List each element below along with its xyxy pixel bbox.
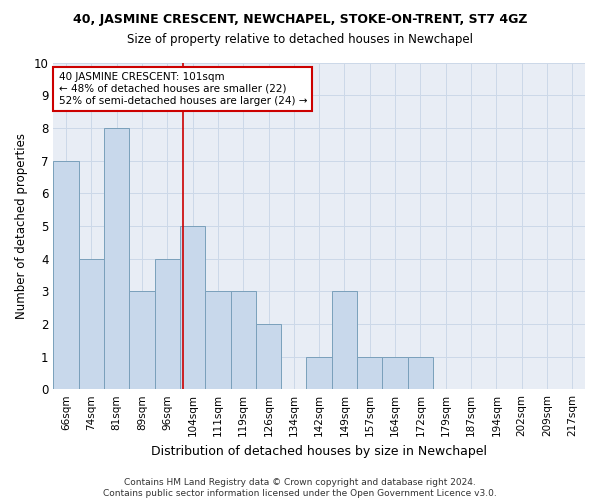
Bar (129, 291, 155, 389)
Bar (79, 258, 104, 389)
Bar (382, 356, 408, 389)
Bar (104, 128, 129, 389)
Text: Size of property relative to detached houses in Newchapel: Size of property relative to detached ho… (127, 32, 473, 46)
Bar (357, 356, 382, 389)
Bar (408, 356, 433, 389)
Y-axis label: Number of detached properties: Number of detached properties (15, 133, 28, 319)
Bar (307, 356, 332, 389)
Bar (205, 291, 230, 389)
Bar (155, 258, 180, 389)
Bar (180, 226, 205, 389)
Bar (256, 324, 281, 389)
Bar (53, 160, 79, 389)
Bar (332, 291, 357, 389)
Text: 40, JASMINE CRESCENT, NEWCHAPEL, STOKE-ON-TRENT, ST7 4GZ: 40, JASMINE CRESCENT, NEWCHAPEL, STOKE-O… (73, 12, 527, 26)
Text: 40 JASMINE CRESCENT: 101sqm
← 48% of detached houses are smaller (22)
52% of sem: 40 JASMINE CRESCENT: 101sqm ← 48% of det… (59, 72, 307, 106)
X-axis label: Distribution of detached houses by size in Newchapel: Distribution of detached houses by size … (151, 444, 487, 458)
Bar (230, 291, 256, 389)
Text: Contains HM Land Registry data © Crown copyright and database right 2024.
Contai: Contains HM Land Registry data © Crown c… (103, 478, 497, 498)
